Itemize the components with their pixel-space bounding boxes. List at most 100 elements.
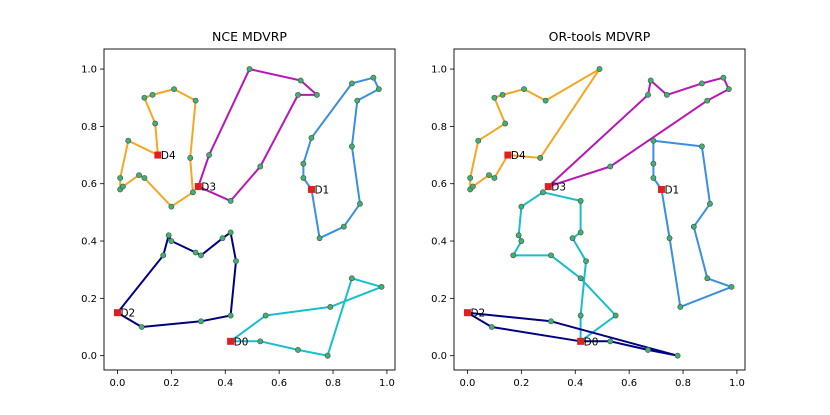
customer-node — [165, 232, 172, 239]
customer-node — [583, 258, 589, 264]
customer-node — [467, 175, 474, 181]
depot-marker-d4 — [504, 151, 512, 159]
customer-node — [515, 232, 522, 239]
depot-label-d0: D0 — [234, 336, 249, 348]
customer-node — [486, 172, 492, 179]
customer-node — [198, 252, 204, 259]
customer-node — [607, 338, 614, 345]
customer-node — [725, 86, 732, 93]
customer-node — [612, 312, 619, 319]
customer-node — [510, 252, 517, 259]
y-tick-label: 0.4 — [431, 237, 447, 248]
customer-node — [542, 97, 549, 104]
customer-node — [690, 223, 697, 230]
customer-node — [674, 352, 681, 359]
customer-node — [125, 137, 132, 144]
customer-node — [677, 304, 684, 310]
x-tick-label: 0.8 — [325, 378, 341, 389]
depot-label-d1: D1 — [314, 184, 329, 196]
customer-node — [488, 324, 495, 330]
customer-node — [537, 155, 544, 161]
x-tick-label: 0.2 — [163, 378, 179, 389]
y-tick-label: 1.0 — [81, 65, 97, 76]
customer-node — [171, 86, 177, 93]
customer-node — [518, 238, 525, 244]
customer-node — [491, 94, 498, 101]
customer-node — [577, 275, 584, 282]
customer-node — [348, 143, 355, 150]
x-tick-label: 0.2 — [513, 378, 529, 389]
customer-node — [499, 91, 506, 98]
y-tick-label: 0.2 — [431, 294, 447, 305]
customer-node — [138, 324, 145, 330]
customer-node — [521, 86, 527, 93]
customer-node — [698, 143, 705, 150]
customer-node — [650, 175, 657, 181]
customer-node — [187, 155, 194, 161]
x-tick-label: 0.0 — [110, 378, 126, 389]
customer-node — [645, 91, 651, 98]
depot-label-d2: D2 — [470, 308, 485, 320]
x-tick-label: 0.6 — [621, 378, 637, 389]
customer-node — [728, 283, 735, 290]
y-tick-label: 0.2 — [81, 294, 97, 305]
customer-node — [340, 223, 347, 230]
customer-node — [354, 97, 361, 104]
route-line-d4 — [119, 88, 197, 208]
customer-node — [141, 94, 148, 101]
y-tick-label: 1.0 — [431, 65, 447, 76]
customer-node — [548, 318, 554, 325]
customer-node — [491, 175, 498, 181]
route-line-d1 — [652, 139, 733, 308]
customer-node — [324, 352, 331, 359]
customer-node — [295, 91, 301, 98]
customer-node — [152, 120, 159, 127]
customer-node — [704, 97, 711, 104]
customer-node — [190, 189, 196, 196]
customer-node — [502, 120, 509, 127]
depot-label-d2: D2 — [120, 308, 135, 320]
customer-node — [117, 175, 124, 181]
customer-node — [663, 91, 670, 98]
customer-node — [650, 137, 657, 144]
x-tick-label: 0.8 — [675, 378, 691, 389]
y-tick-label: 0.8 — [431, 122, 447, 133]
x-tick-label: 1.0 — [379, 378, 395, 389]
customer-node — [168, 203, 175, 210]
customer-node — [227, 198, 234, 204]
depot-label-d3: D3 — [551, 182, 566, 194]
depot-label-d0: D0 — [584, 336, 599, 348]
customer-node — [192, 249, 199, 256]
route-line-d4 — [469, 68, 601, 191]
customer-node — [141, 175, 148, 181]
chart-title: OR-tools MDVRP — [549, 29, 651, 44]
customer-node — [645, 347, 651, 353]
depot-marker-d4 — [154, 151, 162, 159]
depot-marker-d1 — [307, 185, 315, 193]
customer-node — [577, 229, 584, 236]
depot-marker-d2 — [113, 309, 121, 317]
customer-node — [666, 235, 673, 242]
customer-node — [233, 258, 239, 264]
x-tick-label: 0.0 — [460, 378, 476, 389]
customer-node — [720, 74, 727, 81]
customer-node — [569, 235, 576, 242]
customer-node — [297, 77, 304, 84]
customer-node — [348, 275, 355, 282]
customer-node — [160, 252, 167, 259]
customer-node — [650, 160, 657, 167]
depot-label-d4: D4 — [511, 150, 526, 162]
depot-label-d4: D4 — [161, 150, 176, 162]
customer-node — [300, 160, 307, 167]
customer-node — [136, 172, 142, 179]
y-tick-label: 0.6 — [81, 179, 97, 190]
panel-nce-mdvrp: NCE MDVRP 0.0 0.2 0.4 0.6 0.8 1.0 0.0 0.2 0.4 0.6… — [81, 29, 396, 389]
customer-node — [198, 318, 204, 325]
customer-node — [375, 86, 382, 93]
depot-label-d3: D3 — [201, 182, 216, 194]
depot-marker-d0 — [227, 337, 235, 345]
customer-node — [149, 91, 156, 98]
x-tick-label: 1.0 — [729, 378, 745, 389]
customer-node — [257, 163, 264, 170]
customer-node — [257, 338, 264, 345]
